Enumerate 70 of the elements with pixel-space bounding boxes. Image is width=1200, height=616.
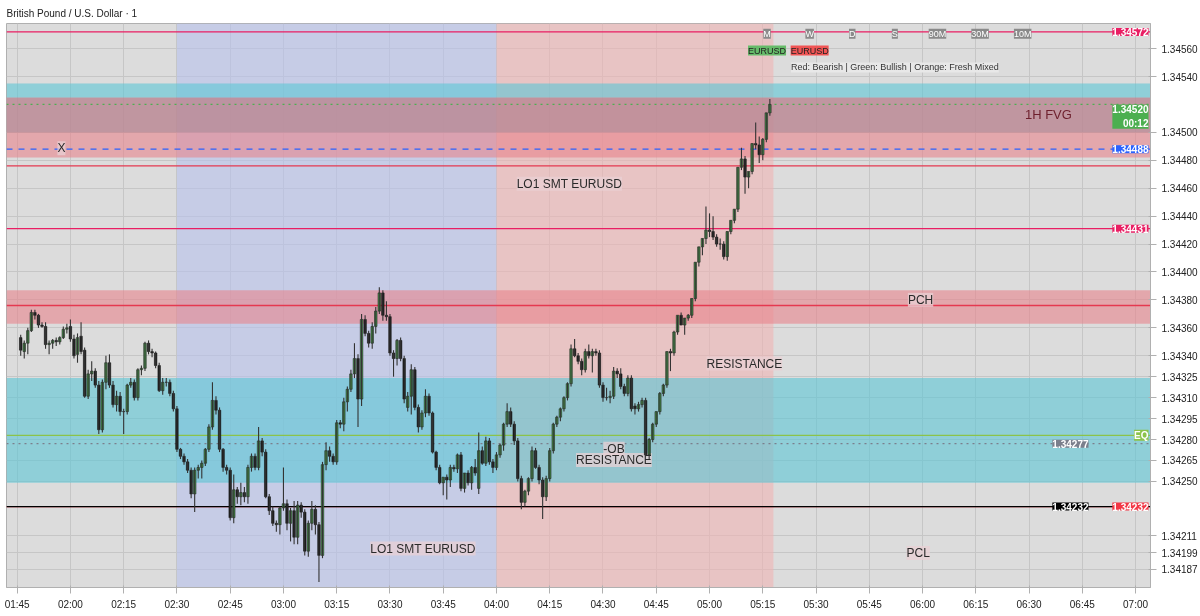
y-tick-label: 1.34560 <box>1161 43 1199 55</box>
ref-line-label: 1.34572 <box>1112 26 1149 38</box>
y-tick-label: 1.34440 <box>1161 211 1199 223</box>
x-tick-label: 03:15 <box>324 598 350 610</box>
x-tick-label: 04:30 <box>590 598 616 610</box>
annotation: 30M <box>971 28 989 39</box>
x-tick-label: 02:45 <box>217 598 244 610</box>
x-tick-label: 05:30 <box>803 598 829 610</box>
x-tick-label: 02:15 <box>111 598 137 610</box>
annotation: RESISTANCE <box>706 356 783 371</box>
annotation: EURUSD <box>748 45 787 56</box>
y-tick-label: 1.34360 <box>1161 322 1199 334</box>
y-tick-label: 1.34380 <box>1161 294 1199 306</box>
y-tick-label: 1.34310 <box>1161 392 1199 404</box>
x-tick-label: 05:15 <box>750 598 776 610</box>
x-tick-label: 06:30 <box>1016 598 1043 610</box>
x-tick-label: 05:00 <box>697 598 723 610</box>
x-tick-label: 04:45 <box>643 598 670 610</box>
annotation: X <box>57 141 66 156</box>
x-tick-label: 02:00 <box>57 598 84 610</box>
annotation: PCL <box>906 546 931 561</box>
x-tick-label: 03:45 <box>430 598 457 610</box>
band-label: 1H FVG <box>1024 107 1072 123</box>
x-tick-label: 02:30 <box>164 598 190 610</box>
x-tick-label: 01:45 <box>4 598 31 610</box>
x-tick-label: 04:15 <box>537 598 563 610</box>
annotation: Red: Bearish | Green: Bullish | Orange: Fresh Mixed <box>790 62 999 73</box>
x-tick-label: 06:15 <box>963 598 989 610</box>
annotation: -OB <box>603 441 625 456</box>
x-tick-label: 06:00 <box>910 598 936 610</box>
annotation: S <box>891 28 898 39</box>
annotation: 90M <box>928 28 947 39</box>
annotation: 10M <box>1013 28 1032 39</box>
y-tick-label: 1.34187 <box>1161 564 1199 576</box>
y-tick-label: 1.34540 <box>1161 71 1199 83</box>
y-tick-label: 1.34400 <box>1161 267 1199 278</box>
y-tick-label: 1.34420 <box>1161 239 1199 251</box>
y-tick-label: 1.34325 <box>1161 371 1199 383</box>
ref-line-label: EQ <box>1134 429 1149 441</box>
annotation: M <box>763 28 771 39</box>
ref-line-label: 1.34232 <box>1112 501 1149 513</box>
x-tick-label: 03:30 <box>377 598 403 610</box>
ref-line-label: 1.34277 <box>1052 438 1089 450</box>
annotation: W <box>805 28 815 39</box>
y-tick-label: 1.34295 <box>1161 413 1199 425</box>
annotation: RESISTANCE <box>576 453 652 468</box>
annotation: LO1 SMT EURUSD <box>370 541 476 556</box>
x-tick-label: 07:00 <box>1123 598 1149 610</box>
y-tick-label: 1.34460 <box>1161 183 1199 195</box>
y-tick-label: 1.34280 <box>1161 434 1199 446</box>
annotation: EURUSD <box>790 45 830 56</box>
x-tick-label: 06:45 <box>1069 598 1096 610</box>
ref-line-label: 1.34431 <box>1112 223 1149 235</box>
y-tick-label: 1.34265 <box>1161 455 1199 467</box>
ref-line-label: 1.34488 <box>1112 144 1149 156</box>
annotation: PCH <box>907 292 934 307</box>
chart-title: British Pound / U.S. Dollar · 1 <box>6 7 138 19</box>
y-tick-label: 1.34250 <box>1161 476 1199 488</box>
y-tick-label: 1.34211 <box>1161 530 1198 542</box>
annotation: D <box>849 28 856 39</box>
ref-line-label: 1.34520 00:12 <box>1112 104 1149 129</box>
x-tick-label: 05:45 <box>856 598 883 610</box>
x-tick-label: 03:00 <box>270 598 297 610</box>
annotation: LO1 SMT EURUSD <box>516 176 623 191</box>
y-tick-label: 1.34340 <box>1161 350 1199 362</box>
y-tick-label: 1.34480 <box>1161 155 1199 167</box>
y-tick-label: 1.34199 <box>1161 547 1199 559</box>
ref-line-label: 1.34232 <box>1052 501 1089 513</box>
x-tick-label: 04:00 <box>483 598 510 610</box>
y-tick-label: 1.34500 <box>1161 127 1199 139</box>
